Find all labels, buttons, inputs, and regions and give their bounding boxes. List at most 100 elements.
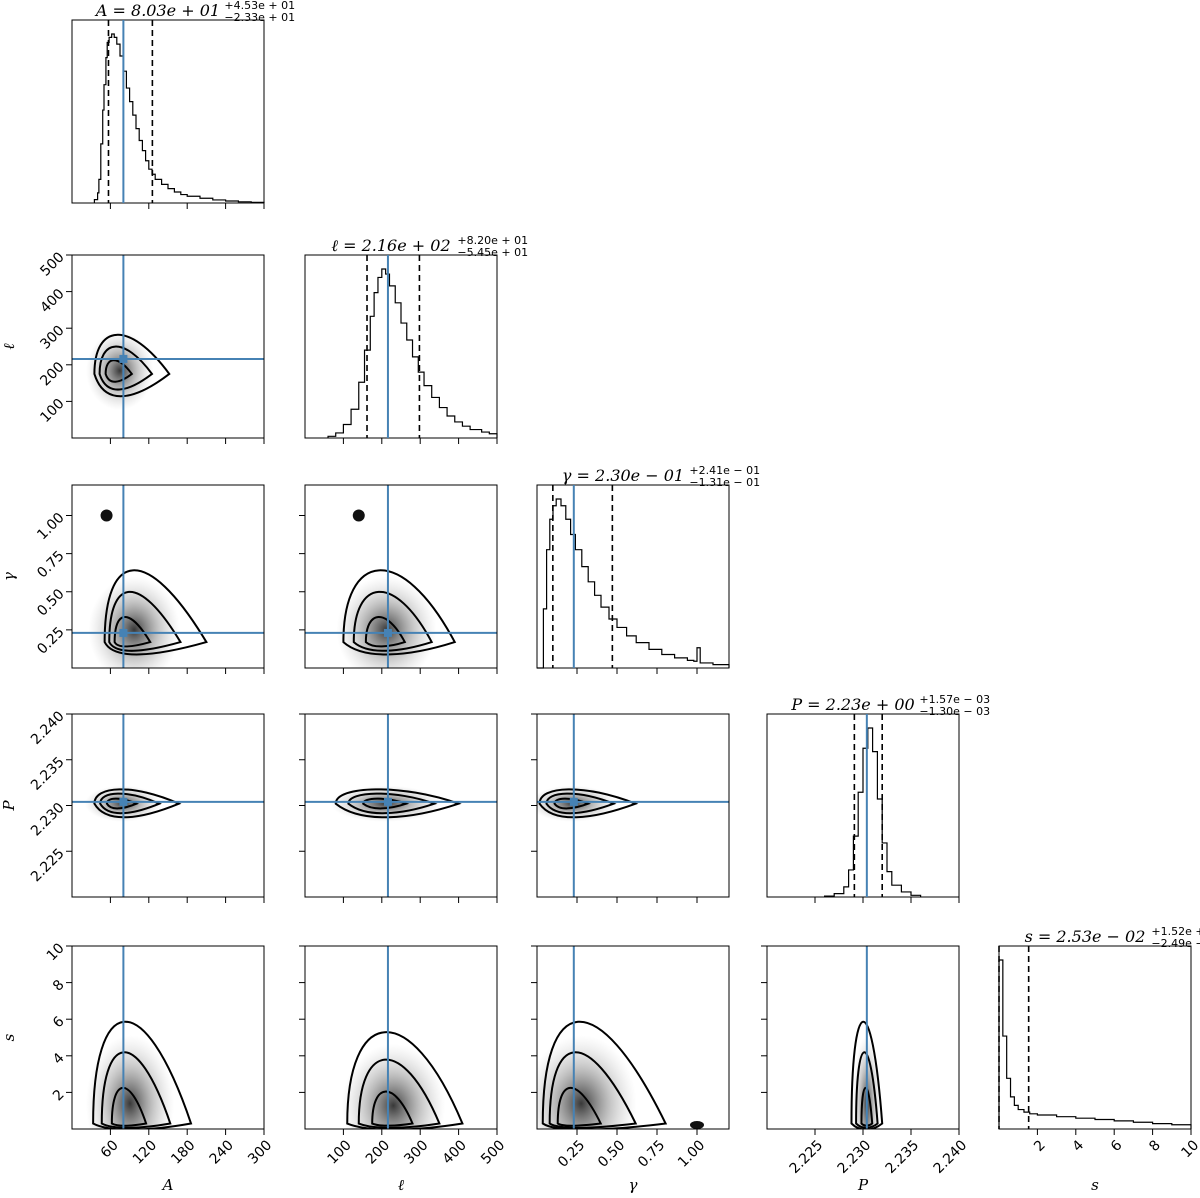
x-tick-label: 2.240	[931, 1137, 971, 1177]
contour-level-3	[92, 1020, 193, 1129]
hist-title: γ = 2.30e − 01	[562, 466, 684, 485]
joint-content	[850, 946, 884, 1129]
contour-level-2	[352, 590, 434, 652]
x-tick-label: 10	[1178, 1137, 1200, 1161]
panel-frame	[71, 254, 265, 439]
x-tick-label: 120	[130, 1137, 160, 1167]
histogram-step	[537, 498, 730, 669]
y-tick-label: 0.25	[34, 624, 67, 657]
contour-level-1	[371, 1090, 414, 1127]
x-axis-label-4: s	[1091, 1176, 1099, 1194]
y-tick-label: 2.225	[28, 846, 68, 886]
truth-marker	[119, 628, 128, 637]
hist-title-plus: +8.20e + 01	[457, 234, 528, 247]
truth-marker	[119, 354, 128, 363]
contour-level-1	[113, 615, 152, 648]
hist-panel-3: P = 2.23e + 00 +1.57e − 03−1.30e − 03	[766, 693, 990, 903]
y-tick-label: 100	[37, 396, 67, 426]
x-tick-label: 500	[478, 1137, 508, 1167]
histogram-step	[824, 727, 922, 897]
truth-marker	[383, 797, 392, 806]
x-tick-label: 0.75	[635, 1137, 668, 1170]
x-tick-label: 240	[207, 1137, 237, 1167]
contour-level-1	[105, 797, 140, 810]
contour-level-2	[855, 1051, 879, 1129]
hist-title-minus: −2.49e − 02	[1151, 937, 1200, 950]
joint-content	[341, 946, 464, 1129]
x-tick-label: 400	[440, 1137, 470, 1167]
x-tick-label: 200	[363, 1137, 393, 1167]
hist-panel-0: A = 8.03e + 01 +4.53e + 01−2.33e + 01	[71, 0, 295, 209]
contour-level-2	[548, 1051, 638, 1129]
density-blob	[336, 576, 437, 668]
contour-level-2	[357, 1058, 441, 1129]
panel-frame	[766, 713, 960, 898]
joint-panel-1-0: 100 200 300 400 500	[37, 249, 265, 444]
hist-title-plus: +1.52e + 00	[1151, 925, 1200, 938]
panel-frame	[71, 19, 265, 204]
y-axis-label-2: γ	[0, 572, 18, 581]
panel-frame	[304, 484, 498, 669]
truth-marker	[569, 797, 578, 806]
hist-title: s = 2.53e − 02	[1025, 927, 1146, 946]
contour-level-2	[98, 345, 154, 391]
contour-level-3	[342, 569, 457, 656]
truth-marker	[383, 628, 392, 637]
joint-content	[537, 946, 704, 1129]
contour-level-1	[556, 1087, 603, 1127]
contour-level-3	[541, 1020, 668, 1129]
panel-frame	[536, 945, 730, 1130]
density-blob	[86, 331, 154, 411]
hist-title-minus: −1.31e − 01	[689, 476, 760, 489]
contour-level-3	[334, 788, 462, 819]
contour-level-3	[850, 1020, 884, 1129]
x-axis-label-1: ℓ	[398, 1176, 404, 1194]
hist-panel-1: ℓ = 2.16e + 02 +8.20e + 01−5.45e + 01	[304, 234, 528, 444]
joint-panel-3-2	[531, 713, 730, 903]
x-tick-label: 300	[401, 1137, 431, 1167]
y-tick-label: 2.230	[28, 800, 68, 840]
contour-level-3	[103, 569, 208, 656]
joint-content	[85, 946, 193, 1129]
joint-panel-3-1	[299, 713, 498, 903]
hist-panel-4: s = 2.53e − 02 +1.52e + 00−2.49e − 02 2 4 6 8…	[998, 925, 1200, 1161]
y-tick-label: 8	[50, 977, 68, 995]
x-tick-label: 1.00	[675, 1137, 708, 1170]
x-tick-label: 180	[168, 1137, 198, 1167]
hist-title-plus: +2.41e − 01	[689, 464, 760, 477]
contour-level-2	[545, 792, 617, 815]
contour-level-3	[346, 1031, 464, 1129]
joint-panel-3-0: 2.225 2.230 2.235 2.240	[28, 708, 265, 903]
histogram-step	[327, 268, 498, 438]
contour-level-1	[362, 797, 410, 810]
hist-title-plus: +4.53e + 01	[224, 0, 295, 12]
y-tick-label: 2	[50, 1087, 68, 1105]
x-tick-label: 2	[1031, 1137, 1049, 1155]
hist-title: ℓ = 2.16e + 02	[331, 236, 450, 255]
outlier-blob	[352, 509, 365, 522]
contour-level-3	[93, 788, 182, 819]
hist-panel-2: γ = 2.30e − 01 +2.41e − 01−1.31e − 01	[536, 464, 760, 674]
y-tick-label: 4	[50, 1050, 68, 1068]
contour-level-2	[100, 1051, 172, 1129]
contour-level-2	[347, 792, 438, 815]
x-tick-label: 2.235	[883, 1137, 923, 1177]
y-axis-label-1: ℓ	[0, 343, 18, 349]
contour-level-2	[99, 792, 162, 815]
y-tick-label: 0.75	[34, 548, 67, 581]
joint-content	[537, 714, 729, 897]
hist-title-minus: −1.30e − 03	[919, 705, 990, 718]
panel-frame	[304, 945, 498, 1130]
hist-title: P = 2.23e + 00	[790, 695, 914, 714]
x-tick-label: 0.25	[555, 1137, 588, 1170]
joint-panel-4-1: 100 200 300 400 500	[299, 945, 508, 1168]
x-tick-label: 100	[324, 1137, 354, 1167]
contour-level-3	[93, 333, 171, 398]
outlier-blob	[690, 1121, 704, 1129]
hist-title: A = 8.03e + 01	[94, 1, 220, 20]
joint-content	[305, 714, 497, 897]
x-tick-label: 2.230	[835, 1137, 875, 1177]
x-tick-label: 0.50	[595, 1137, 628, 1170]
y-tick-label: 400	[37, 286, 67, 316]
panel-frame	[71, 945, 265, 1130]
